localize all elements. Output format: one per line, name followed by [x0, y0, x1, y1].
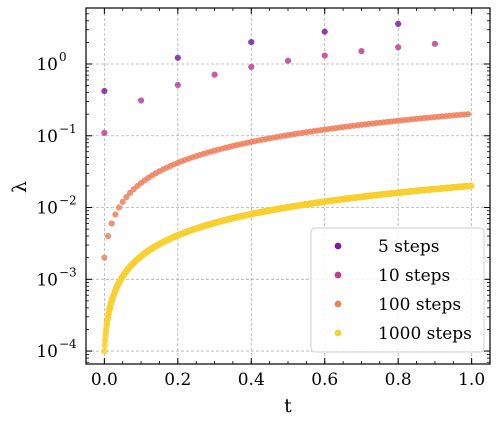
legend-marker [334, 329, 342, 337]
y-tick-base: 10 [36, 270, 58, 290]
data-point [395, 44, 402, 51]
x-tick-label: 0.4 [238, 370, 265, 390]
legend-label: 1000 steps [378, 324, 472, 344]
data-point [174, 54, 181, 61]
data-point [321, 28, 328, 35]
data-point [137, 97, 145, 104]
y-axis-label: λ [9, 181, 31, 193]
data-point [115, 204, 123, 211]
series-layer [101, 20, 475, 355]
data-point [101, 347, 108, 355]
data-point [101, 342, 108, 349]
series-1000-steps [101, 182, 475, 355]
data-point [248, 38, 255, 46]
series-10-steps [101, 40, 439, 136]
data-point [101, 254, 108, 261]
x-tick-label: 0.6 [311, 370, 338, 390]
y-tick-label: 10 [36, 55, 58, 75]
data-point [468, 182, 475, 189]
data-point [123, 193, 130, 201]
legend-marker [334, 242, 342, 250]
legend-marker [334, 300, 342, 308]
y-tick-exponent: −4 [59, 337, 77, 351]
data-point [431, 40, 439, 47]
data-point [211, 71, 218, 78]
series-5-steps [101, 20, 402, 95]
y-tick-base: 10 [36, 127, 58, 147]
legend-label: 10 steps [378, 266, 450, 286]
data-point [108, 220, 115, 227]
data-point [101, 129, 108, 136]
data-point [112, 211, 119, 218]
x-axis-label: t [284, 395, 292, 417]
y-tick-exponent: −3 [59, 265, 77, 279]
x-tick-label: 0.0 [91, 370, 118, 390]
y-tick-base: 10 [36, 342, 58, 362]
data-point [174, 81, 181, 89]
y-tick-base: 10 [36, 199, 58, 219]
legend-label: 5 steps [378, 237, 439, 257]
y-tick-exponent: −2 [59, 194, 77, 208]
data-point [104, 232, 112, 240]
x-tick-label: 1.0 [458, 370, 485, 390]
y-tick-exponent: 0 [59, 50, 67, 64]
data-point [464, 111, 472, 118]
legend: 5 steps 10 steps 100 steps 1000 steps [310, 227, 485, 353]
ticks [85, 7, 491, 364]
legend-marker [334, 271, 342, 279]
data-point [119, 198, 126, 205]
x-tick-label: 0.2 [164, 370, 191, 390]
y-tick-label: 10 [36, 270, 58, 290]
x-tick-label: 0.8 [385, 370, 412, 390]
data-point [395, 20, 402, 27]
y-tick-exponent: −1 [59, 122, 77, 136]
y-tick-label: 10 [36, 199, 58, 219]
data-point [101, 87, 108, 95]
data-point [321, 52, 328, 59]
y-tick-label: 10 [36, 342, 58, 362]
y-tick-base: 10 [36, 55, 58, 75]
legend-box [310, 227, 485, 353]
data-point [248, 63, 255, 71]
data-point [284, 57, 292, 64]
data-point [358, 48, 365, 55]
series-100-steps [101, 111, 472, 261]
legend-label: 100 steps [378, 295, 461, 315]
y-tick-label: 10 [36, 127, 58, 147]
